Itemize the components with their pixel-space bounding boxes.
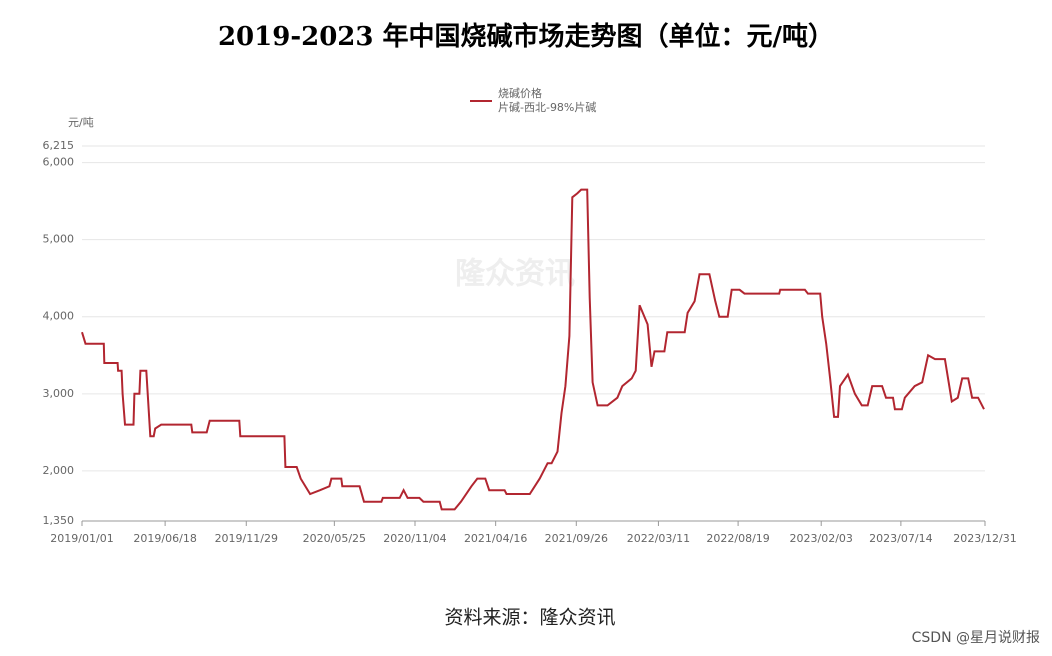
- legend-label: 片碱-西北-98%片碱: [498, 101, 596, 114]
- y-tick-label: 1,350: [43, 514, 75, 527]
- y-tick-label: 4,000: [43, 310, 75, 323]
- series-line: [81, 188, 985, 511]
- x-tick-label: 2021/04/16: [464, 532, 527, 545]
- y-tick-label: 5,000: [43, 233, 75, 246]
- legend-title: 烧碱价格: [498, 86, 542, 100]
- x-tick-label: 2023/02/03: [790, 532, 853, 545]
- x-tick-label: 2022/03/11: [627, 532, 690, 545]
- x-tick-label: 2023/12/31: [953, 532, 1016, 545]
- x-tick-label: 2021/09/26: [545, 532, 608, 545]
- y-axis-label: 元/吨: [68, 116, 94, 129]
- source: 资料来源：隆众资讯: [444, 607, 615, 629]
- y-tick-label: 3,000: [43, 387, 75, 400]
- x-tick-label: 2019/11/29: [215, 532, 278, 545]
- x-tick-label: 2019/06/18: [133, 532, 196, 545]
- y-tick-label: 2,000: [43, 464, 75, 477]
- y-tick-label: 6,215: [43, 139, 75, 152]
- y-tick-label: 6,000: [43, 156, 75, 169]
- watermark: 隆众资讯: [455, 257, 575, 292]
- x-tick-label: 2023/07/14: [869, 532, 932, 545]
- x-tick-label: 2020/11/04: [383, 532, 446, 545]
- x-tick-label: 2019/01/01: [50, 532, 113, 545]
- x-tick-label: 2022/08/19: [706, 532, 769, 545]
- x-tick-label: 2020/05/25: [303, 532, 366, 545]
- chart-title: 2019-2023 年中国烧碱市场走势图（单位：元/吨）: [218, 21, 834, 52]
- credit: CSDN @星月说财报: [912, 630, 1040, 646]
